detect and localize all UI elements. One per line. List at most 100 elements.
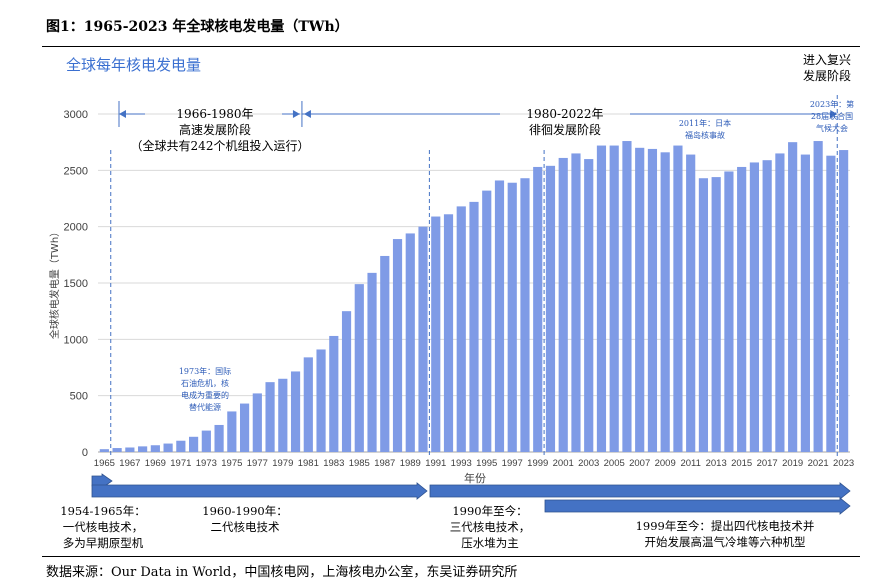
bar-1966	[112, 448, 122, 452]
x-tick-label: 2021	[808, 458, 829, 469]
bar-1972	[189, 436, 199, 452]
gen4-line: 1999年至今：提出四代核电技术并	[635, 519, 815, 533]
bar-1977	[252, 393, 262, 452]
bar-1971	[176, 440, 186, 452]
phase1-arrowhead-left	[119, 110, 126, 118]
note-1973-line: 石油危机，核	[181, 379, 229, 388]
bar-1993	[456, 206, 466, 452]
gen1-line: 一代核电技术，	[62, 520, 144, 534]
bar-1992	[443, 214, 454, 452]
gen4-arrow	[544, 497, 851, 515]
bar-2021	[813, 141, 823, 453]
bar-1979	[278, 378, 288, 452]
x-tick-label: 1993	[451, 458, 472, 469]
bar-2011	[686, 154, 696, 452]
gen1-line: 1954-1965年：	[60, 504, 146, 518]
bar-2012	[698, 178, 709, 452]
bar-1975	[227, 411, 237, 452]
gen2-arrow	[91, 482, 428, 500]
bar-2014	[724, 171, 734, 452]
bar-2019	[788, 142, 798, 452]
gen2-line: 1960-1990年：	[202, 504, 288, 518]
bar-1980	[290, 371, 301, 452]
gen3-line: 1990年至今：	[452, 504, 528, 518]
bar-1991	[431, 216, 441, 452]
x-tick-label: 1977	[247, 458, 268, 469]
bar-1995	[482, 190, 492, 452]
x-tick-label: 1967	[119, 458, 140, 469]
note-2023-line: 2023年：第	[809, 100, 855, 109]
y-tick-label: 1000	[64, 334, 88, 346]
x-tick-label: 1995	[476, 458, 497, 469]
y-tick-label: 2000	[64, 222, 88, 234]
bar-2016	[749, 162, 759, 453]
bar-1994	[469, 201, 479, 452]
bar-2002	[571, 153, 581, 452]
x-tick-label: 1965	[94, 458, 115, 469]
gen3-line: 三代核电技术，	[449, 520, 531, 534]
x-tick-label: 1975	[221, 458, 242, 469]
bar-2004	[596, 145, 607, 452]
phase1-note: （全球共有242个机组投入运行）	[130, 139, 310, 153]
bar-1973	[201, 430, 211, 452]
bottom-rule	[42, 556, 860, 557]
x-tick-label: 1985	[349, 458, 370, 469]
phase2-arrowhead-left	[303, 110, 311, 118]
x-tick-label: 2003	[578, 458, 599, 469]
note-1973-line: 替代能源	[189, 403, 221, 412]
phase2-subtitle: 徘徊发展阶段	[528, 123, 601, 137]
x-tick-label: 1997	[502, 458, 523, 469]
note-2011-line: 2011年：日本	[678, 119, 732, 128]
phase1-title: 1966-1980年	[176, 107, 254, 121]
note-2023-line: 28届联合国	[810, 112, 854, 121]
note-2011-line: 福岛核事故	[685, 131, 725, 140]
bar-2023	[839, 150, 849, 452]
x-tick-label: 1979	[272, 458, 293, 469]
bar-1998	[520, 178, 530, 452]
bar-1989	[405, 233, 415, 452]
bar-2006	[622, 141, 632, 453]
bar-2000	[545, 165, 556, 452]
bar-2010	[673, 145, 683, 452]
x-tick-label: 2017	[757, 458, 778, 469]
bar-1965	[99, 449, 109, 452]
x-tick-label: 1971	[170, 458, 191, 469]
y-tick-label: 1500	[64, 278, 88, 290]
bar-1968	[138, 446, 148, 452]
gen4-line: 开始发展高温气冷堆等六种机型	[644, 535, 806, 549]
bar-2008	[647, 148, 658, 452]
y-tick-label: 3000	[64, 109, 88, 121]
bar-1987	[380, 255, 390, 452]
bar-1976	[239, 403, 250, 452]
gen1-line: 多为早期原型机	[62, 536, 144, 550]
x-tick-label: 2023	[833, 458, 854, 469]
x-tick-label: 2005	[604, 458, 625, 469]
gen2-line: 二代核电技术	[210, 520, 280, 534]
x-tick-label: 2013	[706, 458, 727, 469]
gen3-arrow	[429, 482, 851, 500]
note-2023-line: 气候大会	[816, 124, 848, 133]
y-tick-label: 0	[82, 447, 88, 459]
bar-1986	[367, 272, 377, 452]
bar-1978	[265, 382, 275, 452]
bar-1984	[341, 311, 352, 452]
bar-1996	[494, 180, 505, 452]
bar-1969	[150, 445, 160, 452]
bar-1967	[125, 447, 135, 452]
bar-1985	[354, 284, 364, 452]
x-tick-label: 2009	[655, 458, 676, 469]
bar-2007	[635, 147, 645, 453]
phase3-line2: 发展阶段	[802, 69, 851, 83]
phase1-subtitle: 高速发展阶段	[178, 123, 251, 137]
x-tick-label: 2019	[782, 458, 803, 469]
bar-1974	[214, 424, 224, 452]
x-axis-title: 年份	[464, 471, 486, 485]
bar-1997	[507, 182, 517, 452]
bar-2009	[660, 152, 670, 452]
bar-2017	[762, 160, 772, 452]
x-tick-label: 1981	[298, 458, 319, 469]
top-rule	[42, 46, 860, 47]
bar-2005	[609, 145, 619, 452]
bar-2003	[584, 159, 594, 453]
